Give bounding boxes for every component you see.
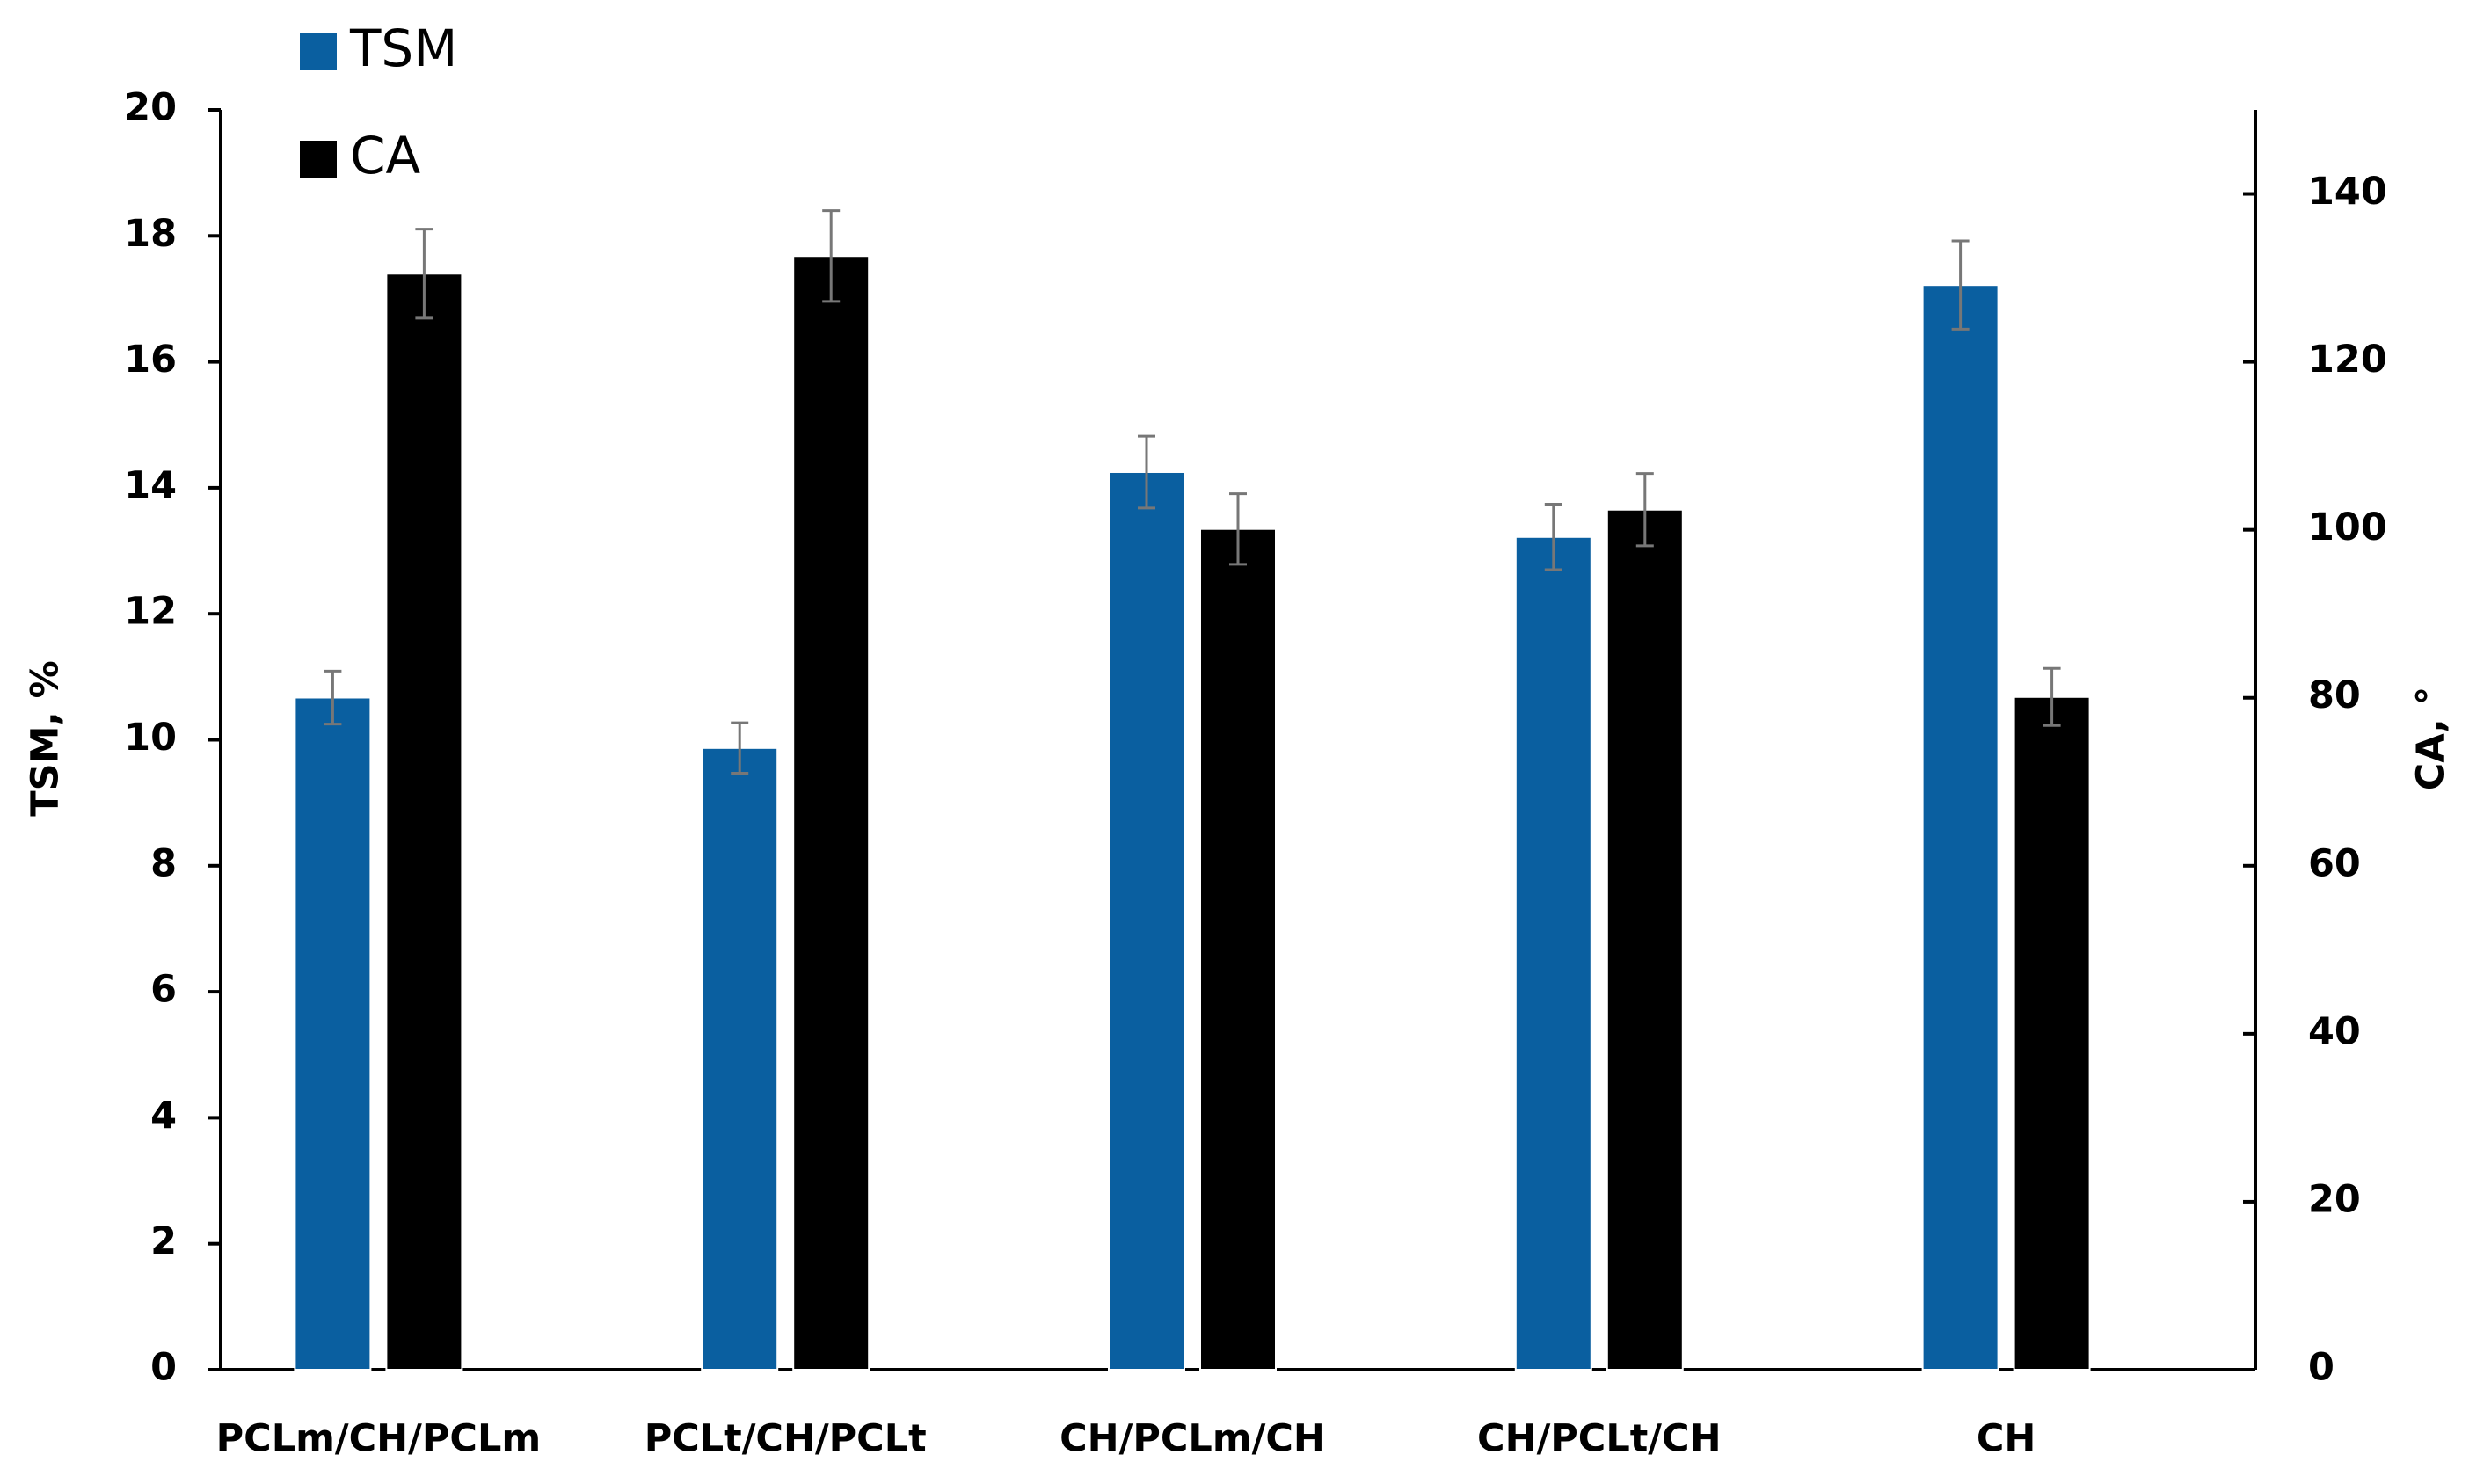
y2-tick-label: 100 bbox=[2308, 506, 2387, 549]
error-bar bbox=[1635, 472, 1654, 548]
x-tick-label: PCLm/CH/PCLm bbox=[216, 1417, 542, 1461]
bar bbox=[1199, 527, 1277, 1371]
bar bbox=[1921, 284, 1999, 1371]
y-tick-label: 0 bbox=[150, 1346, 177, 1390]
error-bar bbox=[1229, 492, 1247, 566]
bar bbox=[1514, 535, 1592, 1371]
bar bbox=[1606, 508, 1684, 1371]
error-bar bbox=[1138, 434, 1155, 510]
bar bbox=[1108, 470, 1185, 1371]
bar bbox=[792, 255, 870, 1371]
y2-tick-label: 40 bbox=[2308, 1009, 2361, 1053]
y2-tick-label: 60 bbox=[2308, 841, 2361, 885]
y-tick-label: 18 bbox=[124, 212, 177, 256]
bar bbox=[294, 696, 372, 1371]
error-bar bbox=[2043, 666, 2061, 727]
error-bar bbox=[415, 228, 433, 320]
y-tick-label: 6 bbox=[150, 968, 177, 1012]
x-tick-label: CH/PCLm/CH bbox=[1060, 1417, 1325, 1461]
bar bbox=[385, 273, 463, 1371]
y2-tick-label: 80 bbox=[2308, 673, 2361, 717]
y-tick-label: 10 bbox=[124, 716, 177, 760]
y2-tick-label: 140 bbox=[2308, 170, 2387, 214]
x-tick-label: CH/PCLt/CH bbox=[1477, 1417, 1722, 1461]
error-bar bbox=[324, 669, 342, 726]
legend-swatch bbox=[298, 32, 339, 72]
legend-swatch bbox=[298, 139, 339, 179]
bar bbox=[701, 746, 779, 1371]
y-axis-title: TSM, % bbox=[24, 660, 68, 816]
y-tick-label: 14 bbox=[124, 463, 177, 507]
x-tick-label: PCLt/CH/PCLt bbox=[645, 1417, 927, 1461]
y2-tick-label: 20 bbox=[2308, 1177, 2361, 1221]
y-tick-label: 4 bbox=[150, 1094, 177, 1138]
y-tick-label: 2 bbox=[150, 1219, 177, 1263]
bar bbox=[2013, 695, 2091, 1371]
y2-tick-label: 0 bbox=[2308, 1346, 2334, 1390]
y-tick-label: 20 bbox=[124, 86, 177, 130]
error-bar bbox=[822, 209, 841, 303]
y-tick-label: 8 bbox=[150, 841, 177, 885]
error-bar bbox=[1951, 239, 1970, 331]
y-tick-label: 12 bbox=[124, 590, 177, 634]
legend-label: CA bbox=[350, 126, 420, 186]
y-tick-label: 16 bbox=[124, 338, 177, 382]
error-bar bbox=[731, 721, 749, 775]
y2-tick-label: 120 bbox=[2308, 338, 2387, 382]
y2-axis-title: CA, ° bbox=[2409, 687, 2453, 790]
x-tick-label: CH bbox=[1977, 1417, 2036, 1461]
legend-label: TSM bbox=[349, 18, 457, 78]
error-bar bbox=[1544, 503, 1562, 571]
